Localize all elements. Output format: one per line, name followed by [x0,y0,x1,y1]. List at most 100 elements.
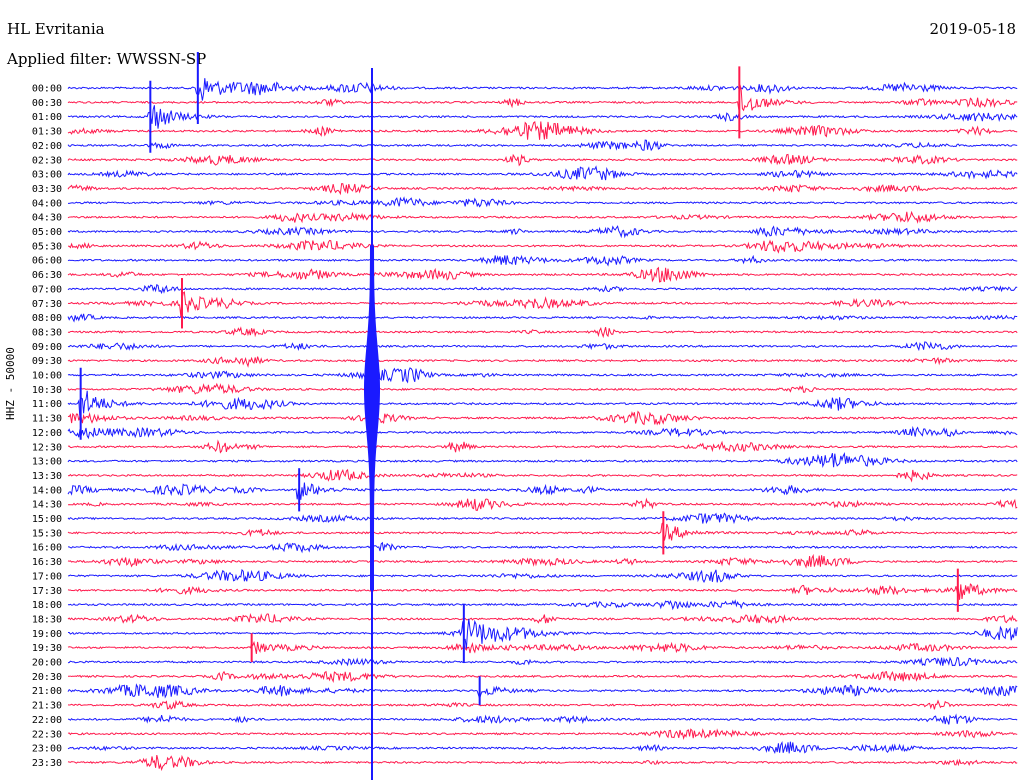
trace-row [67,482,1018,500]
trace-row [67,254,1018,267]
trace-row [67,613,1018,624]
trace-row [67,670,1018,684]
trace-row [67,326,1018,339]
row-label: 08:30 [32,327,62,338]
trace-row [67,84,1018,112]
trace-row [67,165,1018,181]
row-label: 04:30 [32,213,62,224]
row-label: 00:30 [32,98,62,109]
trace-row [67,313,1018,323]
row-label: 20:00 [32,658,62,669]
row-label: 21:00 [32,686,62,697]
trace-row [67,120,1018,140]
trace-row [67,367,1018,384]
trace-row [67,521,1018,541]
traces-group [67,78,1018,772]
row-label: 07:00 [32,284,62,295]
trace-row [67,341,1018,352]
row-label: 18:30 [32,614,62,625]
trace-row [67,451,1018,469]
trace-row [67,390,1018,420]
trace-row [67,183,1018,196]
row-label: 22:00 [32,715,62,726]
trace-row [67,740,1018,755]
row-label: 09:00 [32,342,62,353]
row-label: 06:30 [32,270,62,281]
trace-row [67,78,1018,101]
row-label: 23:00 [32,744,62,755]
trace-row [67,105,1018,129]
row-label: 05:30 [32,241,62,252]
trace-row [67,618,1018,649]
row-label: 09:30 [32,356,62,367]
row-label: 11:30 [32,414,62,425]
row-label: 20:30 [32,672,62,683]
row-labels-group: 00:00 00:30 01:00 01:30 02:00 02:30 03:00 03:30… [32,84,62,769]
row-label: 03:30 [32,184,62,195]
trace-row [67,225,1018,239]
trace-row [67,356,1018,368]
row-label: 15:30 [32,528,62,539]
trace-row [67,728,1018,740]
trace-row [67,553,1018,569]
trace-row [67,139,1018,152]
row-label: 01:30 [32,127,62,138]
row-label: 14:30 [32,500,62,511]
trace-row [67,699,1018,710]
trace-row [67,683,1018,701]
row-label: 14:00 [32,485,62,496]
row-label: 02:30 [32,155,62,166]
trace-row [67,210,1018,224]
trace-row [67,196,1018,208]
trace-row [67,468,1018,483]
row-label: 13:00 [32,457,62,468]
filter-label: Applied filter: WWSSN-SP [7,50,207,68]
trace-row [67,568,1018,584]
row-label: 19:30 [32,643,62,654]
row-label: 15:00 [32,514,62,525]
row-label: 10:30 [32,385,62,396]
trace-row [67,713,1018,725]
row-label: 07:30 [32,299,62,310]
trace-row [67,541,1018,554]
row-label: 03:00 [32,170,62,181]
trace-row [67,439,1018,454]
row-label: 16:00 [32,543,62,554]
row-label: 17:30 [32,586,62,597]
trace-row [67,497,1018,512]
overlay-group [79,52,959,780]
row-label: 01:00 [32,112,62,123]
row-label: 02:00 [32,141,62,152]
trace-row [67,512,1018,525]
row-label: 17:00 [32,571,62,582]
trace-row [67,239,1018,254]
trace-row [67,425,1018,440]
trace-row [67,640,1018,654]
trace-row [67,382,1018,395]
trace-row [67,284,1018,295]
station-title: HL Evritania [7,20,105,38]
date-label: 2019-05-18 [929,20,1016,38]
row-label: 05:00 [32,227,62,238]
row-label: 13:30 [32,471,62,482]
row-label: 19:00 [32,629,62,640]
row-label: 12:30 [32,442,62,453]
row-label: 18:00 [32,600,62,611]
row-label: 10:00 [32,371,62,382]
row-label: 22:30 [32,729,62,740]
row-label: 08:00 [32,313,62,324]
row-label: 04:00 [32,198,62,209]
row-label: 06:00 [32,256,62,267]
trace-row [67,599,1018,611]
row-label: 12:00 [32,428,62,439]
trace-row [67,153,1018,167]
trace-row [67,410,1018,426]
row-label: 00:00 [32,84,62,95]
trace-row [67,583,1018,600]
row-label: 21:30 [32,701,62,712]
trace-row [67,656,1018,667]
large-event-envelope [364,245,380,591]
trace-row [67,291,1018,317]
trace-row [67,266,1018,283]
